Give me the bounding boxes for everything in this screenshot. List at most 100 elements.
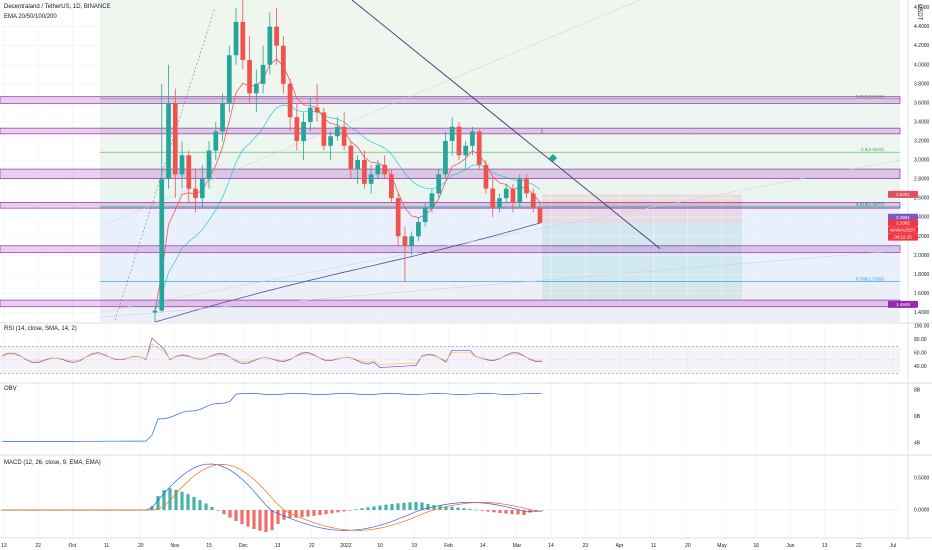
signal-line (2, 464, 543, 531)
ema-legend[interactable]: EMA 20/50/100/200 (4, 14, 57, 20)
time-tick-label: 15 (206, 543, 212, 549)
candle-down (476, 131, 482, 165)
obv-tick-label: 4B (914, 441, 921, 447)
obv-legend[interactable]: OBV (4, 386, 17, 392)
grid-lines (0, 0, 900, 540)
descending-trendline (351, 0, 661, 249)
macd-histogram-bar (162, 489, 166, 510)
candle-down (321, 112, 327, 146)
macd-histogram-bar (516, 510, 520, 515)
macd-histogram-bar (486, 510, 490, 512)
candle-down (186, 155, 192, 189)
price-tick-label: 2.0000 (914, 253, 930, 259)
fib-label: 0.618(2.5077) (856, 202, 885, 207)
time-tick-label: Jul (890, 543, 896, 549)
candle-up (497, 198, 502, 208)
candle-up (253, 83, 259, 94)
time-tick-label: 2022 (340, 543, 351, 549)
time-tick-label: 13 (275, 543, 281, 549)
time-tick-label: 11 (104, 543, 109, 549)
candle-down (483, 164, 489, 189)
candle-up (335, 126, 340, 137)
time-tick-label: 22 (309, 543, 315, 549)
macd-histogram-bar (234, 510, 238, 521)
candle-up (463, 145, 469, 156)
target-price-tag-bg (888, 190, 918, 198)
macd-histogram-bar (420, 502, 424, 510)
candle-up (159, 179, 165, 311)
rsi-legend[interactable]: RSI (14, close, SMA, 14, 2) (4, 326, 77, 332)
macd-histogram-bar (312, 510, 316, 516)
price-tick-label: 4.4000 (914, 24, 930, 30)
rsi-tick-label: 40.00 (914, 364, 927, 370)
price-tick-label: 3.6000 (914, 100, 930, 106)
macd-histogram-bar (216, 510, 220, 511)
time-tick-label: 13 (822, 543, 828, 549)
macd-histogram-bar (396, 503, 400, 510)
candle-down (193, 188, 198, 199)
time-tick-label: May (717, 543, 727, 549)
time-tick-label: 13 (1, 543, 7, 549)
fib-fill-786 (100, 281, 900, 322)
level-price-tag-bg (888, 213, 918, 221)
macd-histogram-bar (282, 510, 286, 520)
chart-background (100, 0, 900, 322)
time-tick-label: 20 (138, 543, 144, 549)
time-tick-label: 22 (35, 543, 41, 549)
candle-up (443, 140, 448, 175)
macd-histogram-bar (336, 510, 340, 513)
level-price-tag: 2.3991 (896, 215, 910, 220)
macd-histogram-bar (492, 510, 496, 513)
macd-histogram-bar (252, 510, 256, 529)
countdown-tag-bg (888, 233, 918, 241)
macd-histogram-bar (288, 510, 292, 518)
time-tick-label: 14 (480, 543, 486, 549)
candle-down (530, 193, 536, 208)
candle-down (490, 188, 496, 208)
macd-histogram-bar (222, 510, 226, 515)
macd-histogram-bar (360, 508, 364, 510)
last-price-tag: 2.3382 (896, 221, 910, 226)
obv-tick-label: 8B (914, 388, 921, 394)
candle-up (375, 164, 381, 175)
time-tick-label: Feb (444, 543, 453, 549)
candle-up (409, 236, 415, 246)
candle-down (280, 45, 286, 84)
macd-histogram-bar (150, 506, 154, 510)
macd-histogram-bar (300, 510, 304, 518)
macd-histogram-bar (276, 510, 280, 524)
price-tick-label: 1.8000 (914, 272, 930, 278)
price-tick-label: 2.2000 (914, 234, 930, 240)
macd-histogram-bar (264, 510, 268, 533)
trendline-drawing[interactable] (351, 0, 661, 249)
rsi-line (1, 337, 543, 368)
macd-histogram-bar (342, 510, 346, 512)
candle-down (294, 117, 300, 141)
candle-up (517, 179, 523, 203)
fib-fill-top (100, 0, 900, 99)
macd-histogram-bar (510, 510, 514, 515)
candle-up (355, 160, 360, 170)
macd-tick-label: 0.0000 (914, 508, 930, 514)
fib-fill-618 (100, 206, 900, 282)
candle-up (328, 136, 333, 146)
macd-histogram-bar (330, 510, 334, 514)
candle-up (179, 155, 185, 175)
price-tick-label: 3.8000 (914, 81, 930, 87)
channel-line (99, 250, 901, 318)
time-tick-label: Mar (513, 543, 522, 549)
macd-legend[interactable]: MACD (12, 26, close, 9, EMA, EMA) (4, 460, 101, 466)
time-tick-label: Oct (68, 543, 76, 549)
macd-histogram-bar (156, 495, 160, 510)
rsi-tick-label: 60.00 (914, 351, 927, 357)
fib-fill-382 (100, 98, 900, 153)
macd-histogram-bar (522, 510, 526, 516)
time-tick-label: 23 (582, 543, 588, 549)
macd-histogram-bar (462, 508, 466, 510)
macd-histogram-bar (306, 510, 310, 517)
candle-up (206, 150, 212, 180)
time-tick-label: 10 (377, 543, 383, 549)
macd-tick-label: 0.5000 (914, 476, 930, 482)
